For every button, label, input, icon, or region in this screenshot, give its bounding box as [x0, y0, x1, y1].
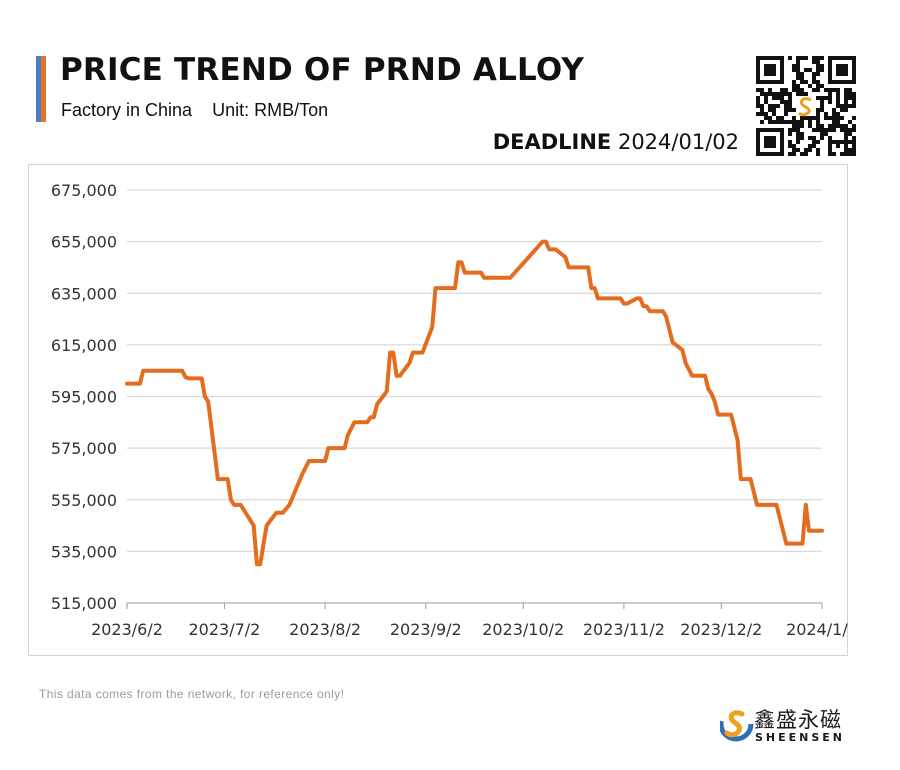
page-title: PRICE TREND OF PRND ALLOY: [60, 52, 584, 88]
y-tick-label: 595,000: [51, 388, 117, 407]
deadline: DEADLINE 2024/01/02: [493, 130, 739, 154]
y-tick-label: 675,000: [51, 181, 117, 200]
price-series-line: [125, 239, 824, 567]
y-tick-label: 635,000: [51, 284, 117, 303]
deadline-label: DEADLINE: [492, 130, 612, 154]
x-tick-label: 2023/8/2: [289, 620, 361, 639]
y-tick-label: 555,000: [51, 491, 117, 510]
x-tick-label: 2023/12/2: [680, 620, 762, 639]
disclaimer-note: This data comes from the network, for re…: [39, 687, 345, 701]
subtitle: Factory in China Unit: RMB/Ton: [61, 100, 328, 121]
subtitle-factory: Factory in China: [61, 100, 193, 120]
brand-name-en: SHEENSEN: [755, 731, 846, 744]
deadline-date: 2024/01/02: [617, 130, 739, 154]
x-tick-label: 2023/11/2: [583, 620, 665, 639]
subtitle-unit: Unit: RMB/Ton: [212, 100, 329, 120]
y-tick-label: 655,000: [51, 233, 117, 252]
x-tick-label: 2024/1/2: [786, 620, 849, 639]
x-tick-label: 2023/7/2: [189, 620, 261, 639]
y-tick-label: 535,000: [51, 542, 117, 561]
price-line-chart: 515,000 535,000 555,000 575,000 595,000 615,0…: [51, 181, 849, 639]
brand-name-cn: 鑫盛永磁: [754, 708, 842, 732]
y-tick-label: 615,000: [51, 336, 117, 355]
x-tick-label: 2023/9/2: [390, 620, 462, 639]
qr-code-icon[interactable]: [756, 56, 856, 156]
title-accent-bar: [36, 56, 46, 122]
chart-frame: 515,000 535,000 555,000 575,000 595,000 615,0…: [28, 164, 849, 656]
y-tick-label: 575,000: [51, 439, 117, 458]
y-tick-label: 515,000: [51, 594, 117, 613]
sheensen-logo-icon: [720, 706, 754, 742]
x-tick-label: 2023/10/2: [482, 620, 564, 639]
x-tick-label: 2023/6/2: [91, 620, 163, 639]
